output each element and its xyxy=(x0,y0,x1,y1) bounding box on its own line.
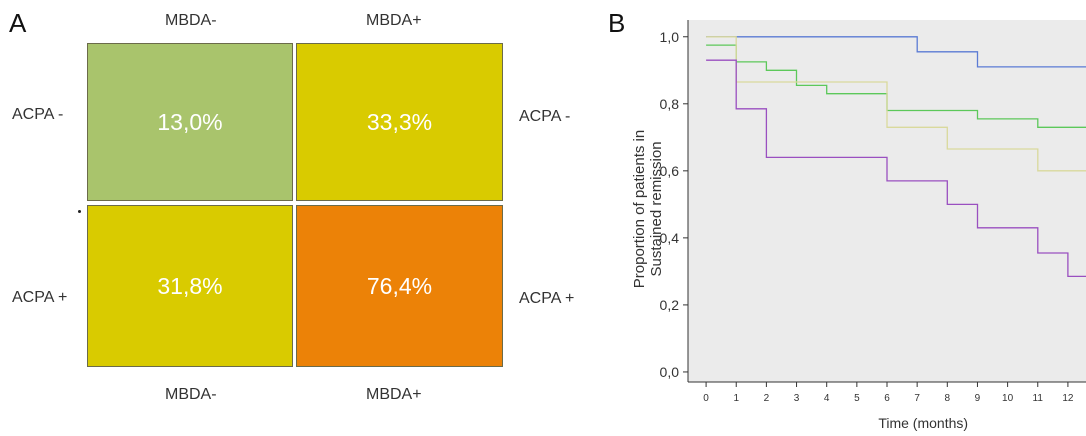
plot-background xyxy=(688,20,1086,382)
y-tick-label: 0,8 xyxy=(660,96,680,112)
panel-a-letter: A xyxy=(9,8,27,38)
cell-acpa-neg-mbda-neg: 13,0% xyxy=(87,43,293,201)
bottom-label-mbda-neg: MBDA- xyxy=(165,386,217,403)
series-line-2 xyxy=(706,44,1086,128)
y-tick-label: 0,0 xyxy=(660,364,680,380)
cell-acpa-pos-mbda-neg: 31,8% xyxy=(87,205,293,367)
x-axis-label: Time (months) xyxy=(878,415,968,431)
x-tick-label: 1 xyxy=(733,393,739,404)
x-tick-label: 0 xyxy=(703,393,709,404)
x-tick-label: 5 xyxy=(854,393,860,404)
y-axis: 0,0 0,2 0,4 0,6 0,8 1,0 xyxy=(660,20,689,382)
left-label-acpa-neg: ACPA - xyxy=(12,106,64,123)
x-tick-label: 6 xyxy=(884,393,890,404)
y-axis-label-line-2: Sustained remission xyxy=(648,141,665,276)
series-line-4 xyxy=(706,59,1086,278)
right-label-acpa-pos: ACPA + xyxy=(519,290,575,307)
series-line-1 xyxy=(706,36,1086,68)
top-label-mbda-pos: MBDA+ xyxy=(366,12,422,29)
bottom-label-mbda-pos: MBDA+ xyxy=(366,386,422,403)
stray-dot xyxy=(78,210,81,213)
y-tick-label: 0,6 xyxy=(660,163,680,179)
x-tick-label: 10 xyxy=(1002,393,1014,404)
y-tick-label: 1,0 xyxy=(660,29,680,45)
y-tick-label: 0,2 xyxy=(660,297,680,313)
right-label-acpa-neg: ACPA - xyxy=(519,108,571,125)
x-tick-label: 4 xyxy=(824,393,830,404)
x-tick-label: 3 xyxy=(794,393,800,404)
series-line-3 xyxy=(706,36,1086,172)
x-tick-label: 11 xyxy=(1033,393,1044,404)
x-tick-label: 12 xyxy=(1062,393,1074,404)
x-axis: 0 1 2 3 4 5 6 7 8 9 10 11 12 xyxy=(688,381,1086,404)
panel-b-letter: B xyxy=(608,8,626,38)
cell-acpa-pos-mbda-pos: 76,4% xyxy=(296,205,503,367)
cell-acpa-neg-mbda-pos: 33,3% xyxy=(296,43,503,201)
x-tick-label: 2 xyxy=(764,393,770,404)
km-chart: 0,00,20,40,60,81,0 0 1 2 3 4 5 6 7 8 9 10 11 12 Prop… xyxy=(631,20,1086,431)
survival-curves xyxy=(706,36,1086,278)
left-label-acpa-pos: ACPA + xyxy=(12,289,68,306)
y-axis-label-line-1: Proportion of patients in xyxy=(631,130,648,288)
top-label-mbda-neg: MBDA- xyxy=(165,12,217,29)
x-tick-label: 9 xyxy=(975,393,981,404)
x-tick-label: 8 xyxy=(945,393,951,404)
y-tick-label: 0,4 xyxy=(660,230,680,246)
x-tick-label: 7 xyxy=(914,393,920,404)
